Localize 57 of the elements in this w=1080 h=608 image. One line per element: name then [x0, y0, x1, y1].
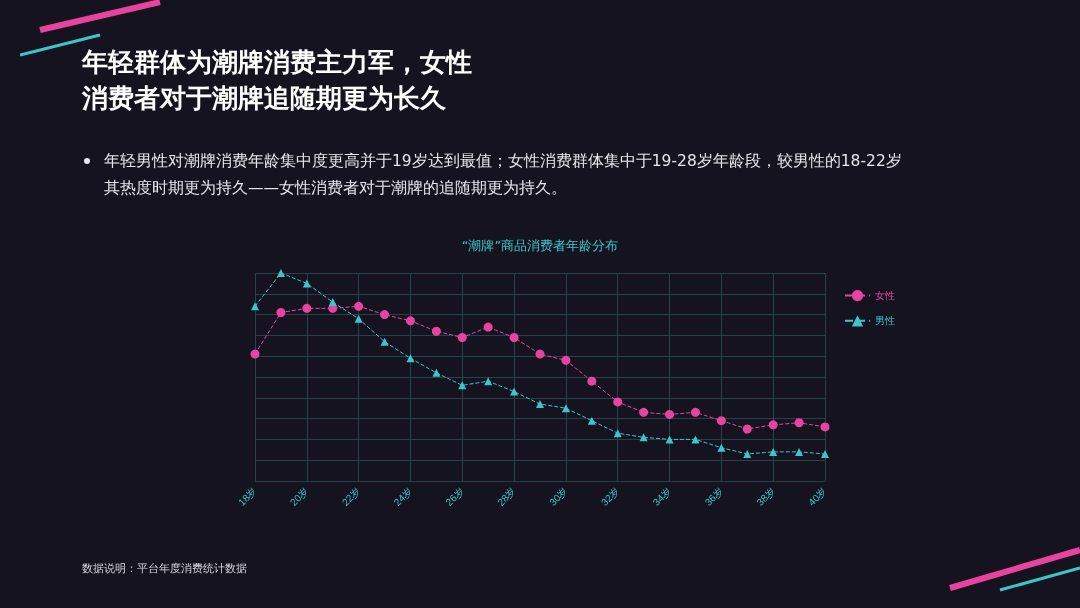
x-tick-label: 36岁 [702, 485, 726, 508]
point [690, 407, 700, 417]
point [665, 435, 674, 444]
point [431, 326, 441, 336]
text: “潮牌”商品消费者年龄分布 [460, 237, 620, 255]
point [276, 269, 285, 277]
point [742, 424, 752, 434]
point [768, 420, 778, 430]
x-tick-label: 26岁 [443, 485, 467, 508]
point [250, 349, 260, 359]
point [354, 301, 364, 311]
x-tick-label: 38岁 [754, 485, 778, 508]
x-tick-label: 28岁 [495, 485, 518, 508]
x-tick-label: 32岁 [598, 485, 622, 508]
point [613, 397, 623, 407]
x-tick-label: 34岁 [650, 485, 674, 508]
point [769, 447, 778, 456]
point [587, 416, 596, 425]
point [380, 310, 390, 320]
x-tick-label: 18岁 [236, 485, 259, 508]
x-tick-label: 40岁 [806, 485, 829, 508]
x-tick-label: 24岁 [391, 485, 415, 508]
x-tick-label: 20岁 [288, 485, 311, 508]
point [639, 407, 649, 417]
chart-subtitle: 年轻男性对潮牌消费年龄集中度更高并于19岁达到最值；女性消费群体集中于19-28岁年龄段，较男性的18-22岁其热度时期更为持久——女性消费者对于潮牌的追随期更为持久。 [104, 151, 903, 199]
point [457, 332, 467, 342]
point [302, 303, 312, 313]
text: 数据说明：平台年度消费统计数据 [82, 561, 247, 576]
point [691, 435, 700, 444]
x-tick-label: 22岁 [339, 485, 363, 508]
point [432, 368, 441, 377]
point [587, 376, 597, 386]
point [743, 449, 752, 458]
point [380, 337, 389, 346]
point [717, 443, 726, 452]
point [536, 400, 544, 409]
point [716, 416, 726, 426]
point [820, 422, 830, 432]
x-tick-label: 30岁 [547, 485, 570, 508]
legend-label: 女性 [875, 290, 895, 302]
point [251, 302, 259, 311]
point [561, 355, 571, 365]
point [406, 354, 415, 363]
point [510, 387, 519, 396]
point [509, 332, 519, 342]
point [794, 418, 804, 428]
point [276, 308, 286, 318]
point [405, 316, 415, 326]
point [665, 409, 675, 419]
point [821, 449, 829, 458]
point [795, 447, 804, 456]
point [535, 349, 545, 359]
point [354, 314, 363, 323]
point [561, 404, 570, 413]
legend-label: 男性 [875, 315, 895, 327]
chart-title: 年轻群体为潮牌消费主力军，女性消费者对于潮牌追随期更为长久 [82, 46, 473, 115]
point [483, 322, 493, 332]
